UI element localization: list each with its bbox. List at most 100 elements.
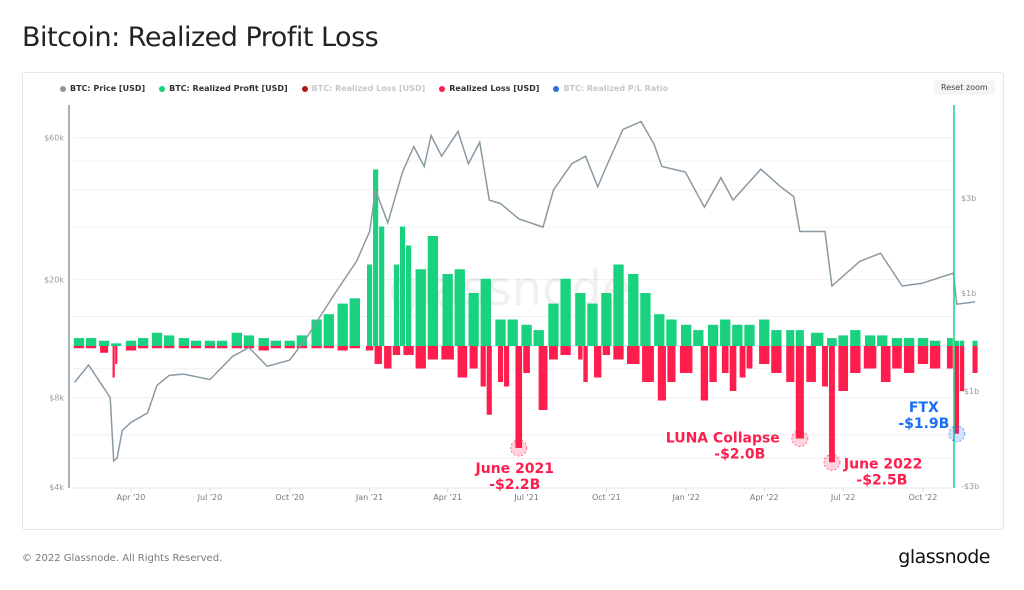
profit-bar xyxy=(216,340,228,346)
loss-bar xyxy=(667,346,676,382)
profit-bar xyxy=(151,332,163,346)
x-tick-label: Jul '21 xyxy=(513,493,539,502)
legend-item-btc-realized-loss[interactable]: BTC: Realized Loss [USD] xyxy=(301,84,425,93)
reset-zoom-button[interactable]: Reset zoom xyxy=(934,80,995,95)
loss-bar xyxy=(679,346,693,373)
annotation-label: LUNA Collapse xyxy=(666,431,780,447)
profit-bar xyxy=(946,338,953,346)
annotation-label: FTX xyxy=(909,400,939,416)
profit-bar xyxy=(296,335,308,346)
profit-bar xyxy=(427,236,439,346)
bars xyxy=(73,169,978,463)
loss-bar xyxy=(642,346,654,382)
x-tick-label: Oct '20 xyxy=(275,493,304,502)
legend-item-pl-ratio[interactable]: BTC: Realized P/L Ratio xyxy=(553,84,668,93)
profit-bar xyxy=(613,264,624,346)
loss-bar xyxy=(954,346,960,434)
legend-dot-realized-profit xyxy=(159,85,166,92)
page-title: Bitcoin: Realized Profit Loss xyxy=(22,22,379,53)
profit-bar xyxy=(786,330,795,346)
profit-bar xyxy=(521,324,532,346)
loss-bar xyxy=(523,346,530,373)
profit-bar xyxy=(972,340,978,346)
loss-bar xyxy=(729,346,737,391)
loss-bar xyxy=(125,346,137,351)
profit-bar xyxy=(533,330,544,346)
profit-bar xyxy=(231,332,242,346)
loss-bar xyxy=(892,346,902,369)
legend-dot-btc-realized-loss xyxy=(301,85,308,92)
loss-bar xyxy=(515,346,523,448)
loss-bar xyxy=(284,346,295,349)
x-tick-label: Apr '20 xyxy=(117,493,146,502)
loss-bar xyxy=(112,346,115,378)
loss-bar xyxy=(216,346,228,349)
loss-bar xyxy=(863,346,877,369)
loss-bar xyxy=(578,346,583,360)
loss-bar xyxy=(85,346,97,349)
loss-bar xyxy=(538,346,548,410)
legend: BTC: Price [USD] BTC: Realized Profit [U… xyxy=(60,84,668,93)
profit-bar xyxy=(877,335,888,346)
loss-bar xyxy=(204,346,216,349)
legend-item-price[interactable]: BTC: Price [USD] xyxy=(60,84,145,93)
profit-bar xyxy=(164,335,175,346)
profit-bar xyxy=(73,338,85,346)
profit-bar xyxy=(771,330,782,346)
profit-bar xyxy=(864,335,876,346)
loss-bar xyxy=(946,346,953,369)
loss-bar xyxy=(270,346,282,349)
axes: $60k $20k $8k $4k $3b $1b -$1b -$3b Apr '20 Jul '… xyxy=(44,105,979,502)
profit-bar xyxy=(548,303,559,346)
profit-bar xyxy=(929,340,941,346)
right-tick-label: -$3b xyxy=(961,482,979,491)
legend-item-realized-loss[interactable]: Realized Loss [USD] xyxy=(439,84,539,93)
legend-label: BTC: Price [USD] xyxy=(70,84,146,93)
profit-bar xyxy=(954,340,960,346)
loss-bar xyxy=(786,346,795,382)
legend-label: BTC: Realized P/L Ratio xyxy=(563,84,669,93)
profit-bar xyxy=(258,338,269,346)
profit-bar xyxy=(366,264,373,346)
profit-bar xyxy=(399,226,406,346)
loss-bar xyxy=(959,346,965,391)
loss-bar xyxy=(771,346,782,373)
loss-bar xyxy=(415,346,426,369)
profit-bar xyxy=(311,319,322,346)
profit-bar xyxy=(917,338,929,346)
profit-bar xyxy=(732,324,743,346)
loss-bar xyxy=(392,346,401,355)
loss-bar xyxy=(583,346,588,382)
profit-bar xyxy=(759,319,770,346)
profit-bar xyxy=(587,303,598,346)
profit-bar xyxy=(393,264,400,346)
loss-bar xyxy=(427,346,439,360)
legend-dot-realized-loss xyxy=(439,85,446,92)
profit-bar xyxy=(666,319,677,346)
loss-bar xyxy=(374,346,382,364)
loss-bar xyxy=(486,346,492,415)
profit-bar xyxy=(744,324,755,346)
annotations: June 2021-$2.2B LUNA Collapse-$2.0B June 2… xyxy=(475,400,966,493)
left-tick-label: $60k xyxy=(44,134,64,143)
annotation-label: -$1.9B xyxy=(898,416,949,432)
annotation-label: June 2021 xyxy=(475,461,554,477)
loss-bar xyxy=(739,346,746,378)
loss-bar xyxy=(613,346,624,360)
loss-bar xyxy=(972,346,978,373)
x-tick-label: Oct '22 xyxy=(909,493,938,502)
legend-item-realized-profit[interactable]: BTC: Realized Profit [USD] xyxy=(159,84,288,93)
loss-bar xyxy=(721,346,729,373)
loss-bar xyxy=(190,346,202,349)
loss-bar xyxy=(457,346,468,378)
profit-bar xyxy=(640,293,651,346)
profit-bar xyxy=(575,293,586,346)
loss-bar xyxy=(795,346,804,439)
loss-bar xyxy=(384,346,392,369)
profit-bar xyxy=(720,319,731,346)
annotation-label: -$2.2B xyxy=(489,477,540,493)
loss-bar xyxy=(822,346,828,387)
loss-bar xyxy=(838,346,848,391)
price-line xyxy=(74,120,976,463)
loss-bar xyxy=(806,346,816,382)
